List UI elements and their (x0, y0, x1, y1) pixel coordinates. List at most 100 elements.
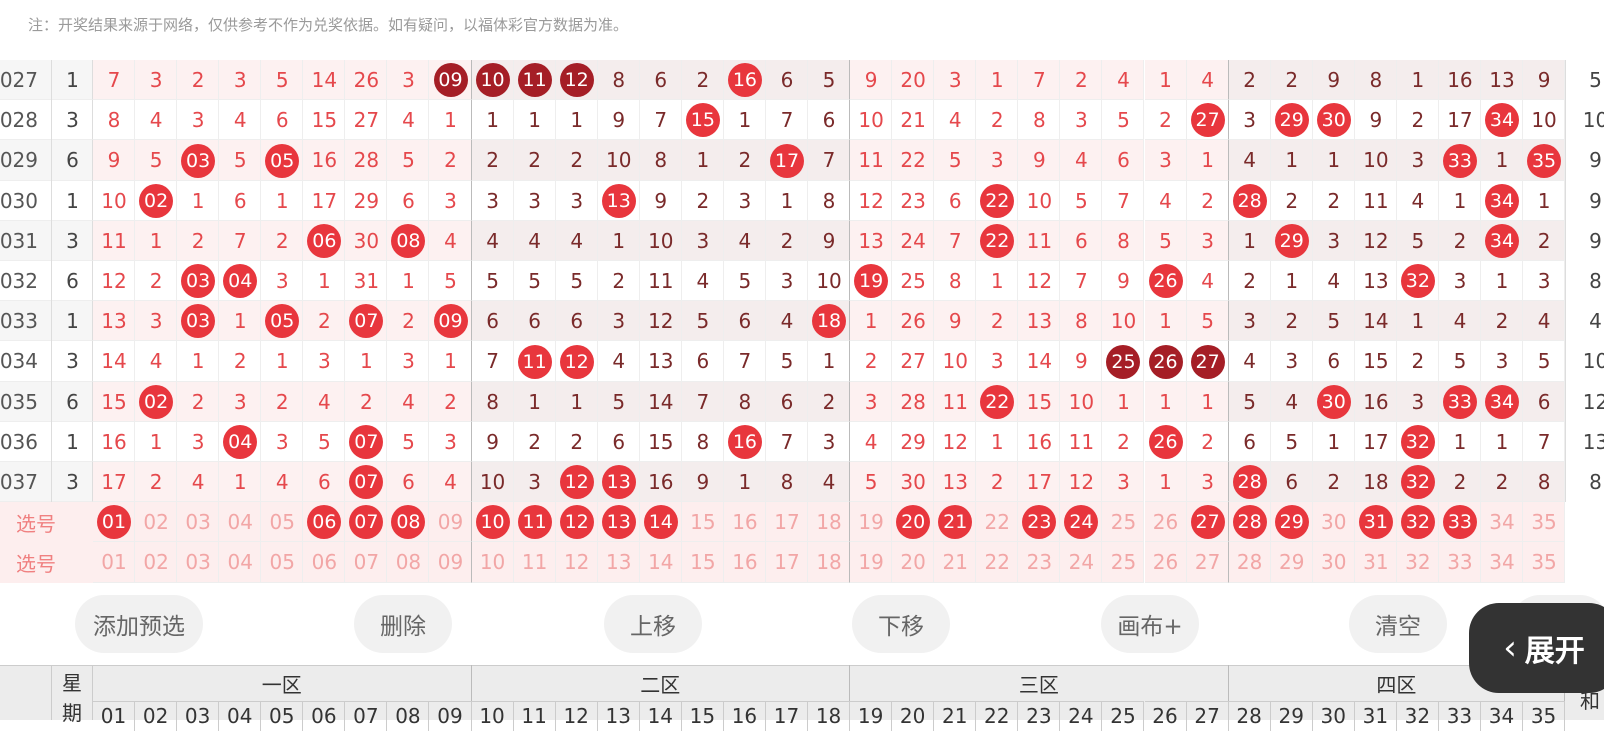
cell-bg (219, 60, 262, 101)
cell-bg (765, 421, 808, 462)
cell-value: 16 (311, 148, 338, 173)
ball[interactable]: 27 (1190, 505, 1225, 540)
cell-bg (1060, 180, 1103, 221)
ball: 03 (181, 264, 216, 299)
cell-bg (1312, 502, 1355, 543)
cell-bg (135, 60, 178, 101)
cell-bg (1228, 421, 1271, 462)
cell-value: 1 (1201, 148, 1214, 173)
cell-bg (892, 421, 935, 462)
cell-bg (1144, 140, 1187, 181)
ball[interactable]: 28 (1232, 505, 1267, 540)
button[interactable]: 添加预选 (75, 595, 203, 653)
header-bg (0, 665, 1604, 720)
cell-bg (93, 301, 136, 342)
cell-value: 20 (900, 68, 926, 93)
cell-value: 12 (1068, 470, 1095, 495)
header-number: 26 (1144, 701, 1187, 731)
cell-value: 2 (738, 148, 752, 173)
cell-value: 35 (1531, 510, 1557, 535)
ball[interactable]: 01 (97, 505, 132, 540)
cell-bg (850, 421, 893, 462)
cell-bg (808, 180, 851, 221)
cell-bg (1438, 301, 1481, 342)
cell-value: 2 (1243, 68, 1256, 93)
button[interactable]: 下移 (852, 595, 950, 653)
cell-value: 5 (570, 269, 584, 294)
select-label-bg (0, 502, 93, 543)
ball[interactable]: 10 (475, 505, 510, 540)
cell-bg (303, 421, 346, 462)
cell-bg (429, 462, 472, 503)
cell-value: 26 (900, 309, 926, 334)
ball: 10 (475, 63, 510, 98)
cell-bg (513, 381, 556, 422)
cell-value: 25 (1110, 510, 1137, 535)
ball[interactable]: 32 (1400, 505, 1435, 540)
ball[interactable]: 13 (601, 505, 636, 540)
cell-value: 1 (1537, 188, 1551, 213)
ball[interactable]: 11 (517, 505, 552, 540)
cell-value: 1 (738, 470, 752, 495)
ball[interactable]: 14 (643, 505, 678, 540)
ball[interactable]: 33 (1442, 505, 1477, 540)
button[interactable]: 删除 (354, 595, 452, 653)
cell-value: 11 (858, 148, 884, 173)
cell-bg (93, 381, 136, 422)
cell-value: 6 (948, 188, 962, 213)
cell-bg (1354, 381, 1397, 422)
cell-value: 5 (402, 148, 415, 173)
cell-value: 3 (1285, 349, 1299, 374)
button[interactable]: 清空 (1349, 595, 1447, 653)
cell-bg (934, 542, 977, 583)
cell-value: 08 (395, 550, 422, 575)
ball[interactable]: 21 (938, 505, 973, 540)
button[interactable]: 上移 (604, 595, 702, 653)
header-number: 19 (850, 701, 893, 731)
ball[interactable]: 07 (349, 505, 384, 540)
cell-bg (639, 462, 682, 503)
ball[interactable]: 29 (1274, 505, 1309, 540)
cell-bg (765, 381, 808, 422)
week: 3 (51, 100, 93, 141)
cell-bg (219, 180, 262, 221)
ball: 34 (1485, 384, 1519, 419)
ball[interactable]: 08 (391, 505, 426, 540)
cell-value: 1 (1327, 429, 1341, 454)
ball[interactable]: 31 (1358, 505, 1393, 540)
cell-bg (303, 542, 346, 583)
cell-value: 4 (1285, 389, 1299, 414)
cell-bg (303, 381, 346, 422)
cell-bg (808, 381, 851, 422)
cell-value: 24 (900, 228, 926, 253)
cell-value: 14 (648, 389, 674, 414)
cell-bg (219, 341, 262, 382)
cell-value: 4 (1201, 269, 1214, 294)
cell-bg (808, 220, 851, 261)
cell-value: 3 (444, 188, 457, 213)
cell-value: 4 (275, 470, 289, 495)
cell-bg (1354, 220, 1397, 261)
cell-bg (177, 60, 220, 101)
ball[interactable]: 24 (1064, 505, 1099, 540)
cell-value: 1 (1495, 269, 1509, 294)
cell-value: 3 (444, 429, 457, 454)
cell-value: 27 (353, 108, 380, 133)
ball[interactable]: 12 (559, 505, 594, 540)
header-number: 03 (177, 701, 220, 731)
cell-value: 2 (317, 309, 331, 334)
cell-value: 3 (149, 68, 163, 93)
ball[interactable]: 20 (896, 505, 931, 540)
row-tail: 10 (1565, 100, 1604, 141)
cell-value: 7 (233, 228, 247, 253)
ball[interactable]: 23 (1022, 505, 1057, 540)
cell-bg (1312, 220, 1355, 261)
cell-bg (93, 421, 136, 462)
button[interactable]: 画布+ (1101, 595, 1199, 653)
week: 1 (51, 180, 93, 221)
cell-value: 3 (191, 429, 205, 454)
expand-button[interactable]: ‹ 展开 (1469, 603, 1604, 693)
ball[interactable]: 06 (307, 505, 342, 540)
cell-value: 9 (612, 108, 626, 133)
cell-value: 15 (101, 389, 127, 414)
